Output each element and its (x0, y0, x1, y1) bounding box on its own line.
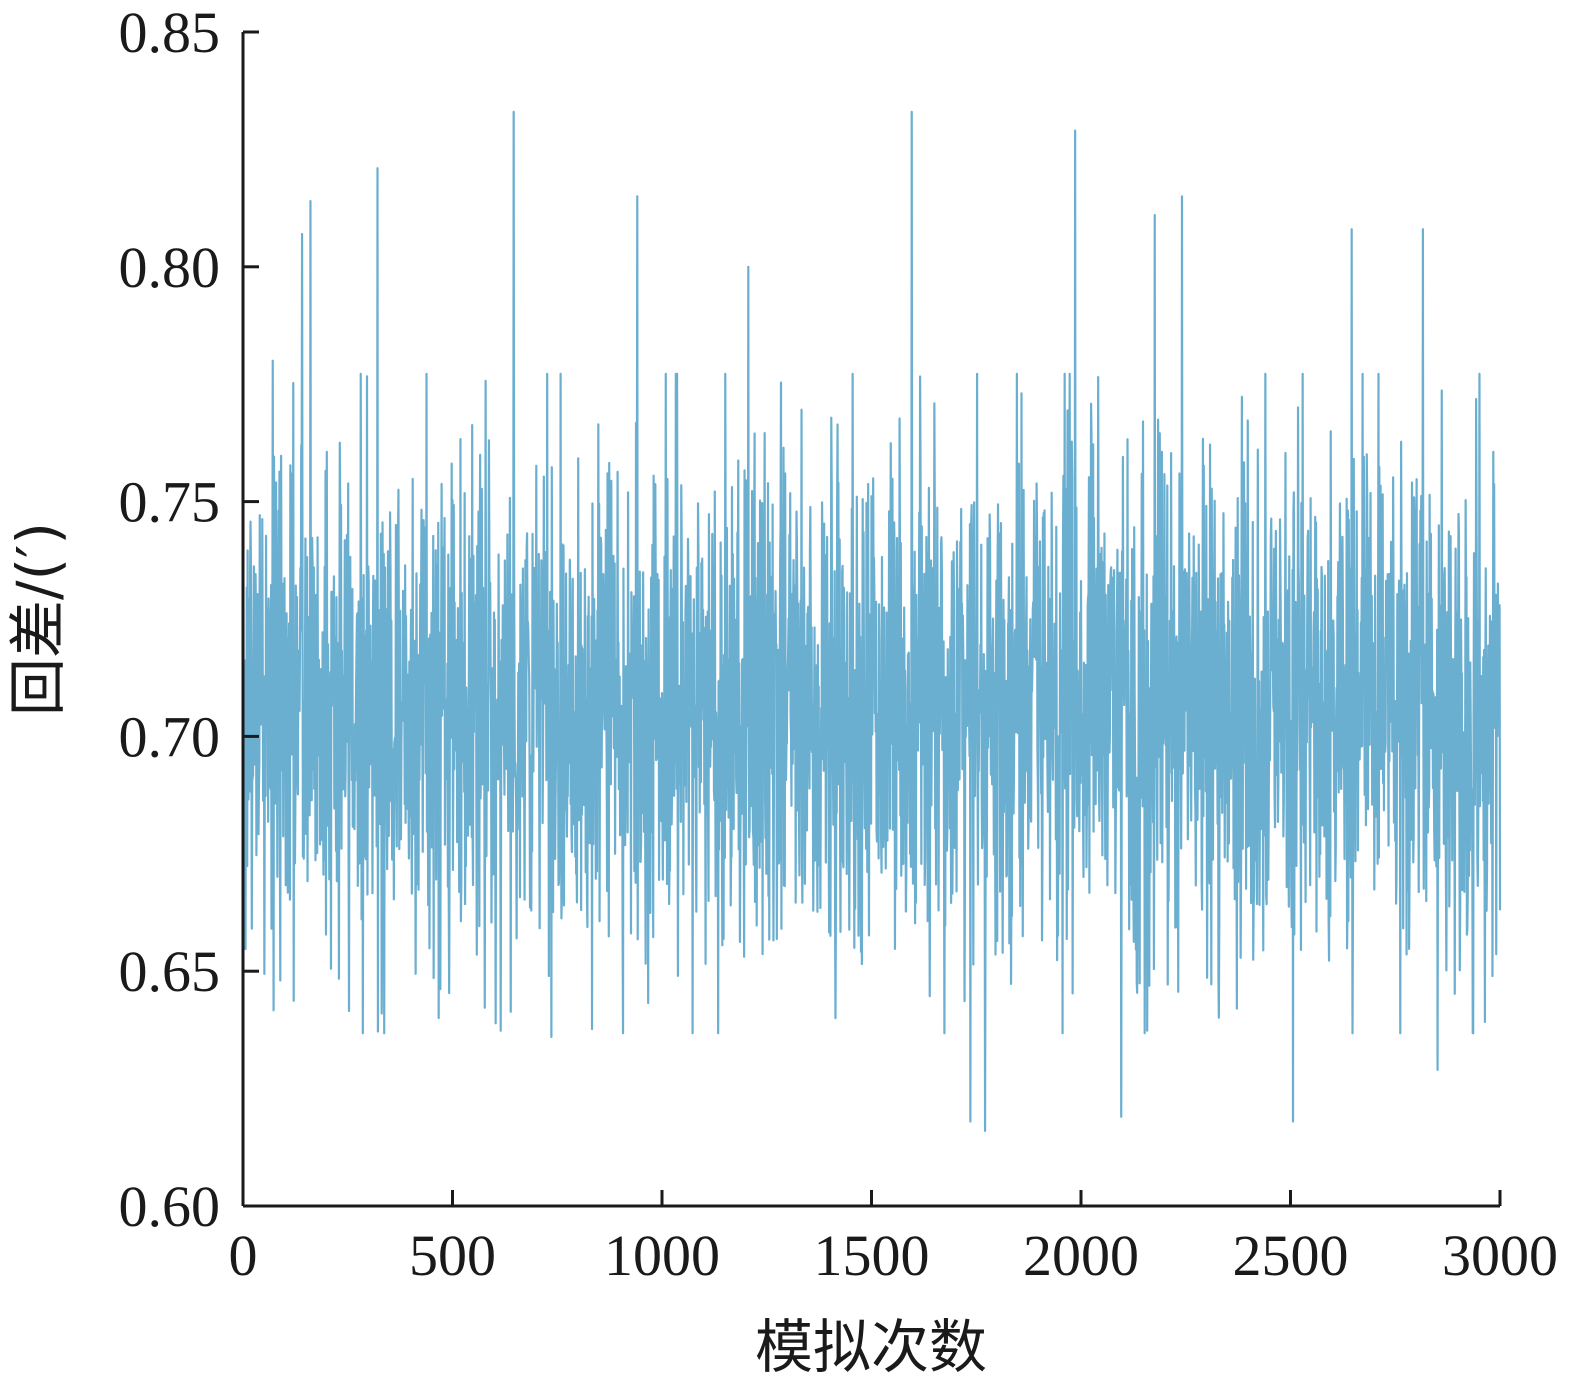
series-line (242, 110, 1502, 1132)
series-layer (242, 110, 1502, 1132)
y-tick-label: 0.60 (119, 1174, 221, 1239)
x-tick-label: 0 (229, 1223, 258, 1288)
y-tick-label: 0.75 (119, 470, 221, 535)
x-tick-label: 3000 (1442, 1223, 1558, 1288)
y-tick-label: 0.85 (119, 0, 221, 65)
y-tick-label: 0.65 (119, 939, 221, 1004)
x-tick-label: 2500 (1233, 1223, 1349, 1288)
x-tick-label: 1000 (604, 1223, 720, 1288)
y-tick-label: 0.70 (119, 704, 221, 769)
y-tick-label: 0.80 (119, 235, 221, 300)
ticks-layer: 0.60 0.65 0.70 0.75 0.80 0.85 0 500 1000 1500 2000… (119, 0, 1559, 1288)
x-tick-label: 1500 (814, 1223, 930, 1288)
x-tick-label: 500 (409, 1223, 496, 1288)
x-axis-title: 模拟次数 (755, 1313, 987, 1381)
y-axis-title: 回差/(′) (4, 522, 72, 716)
x-tick-label: 2000 (1023, 1223, 1139, 1288)
